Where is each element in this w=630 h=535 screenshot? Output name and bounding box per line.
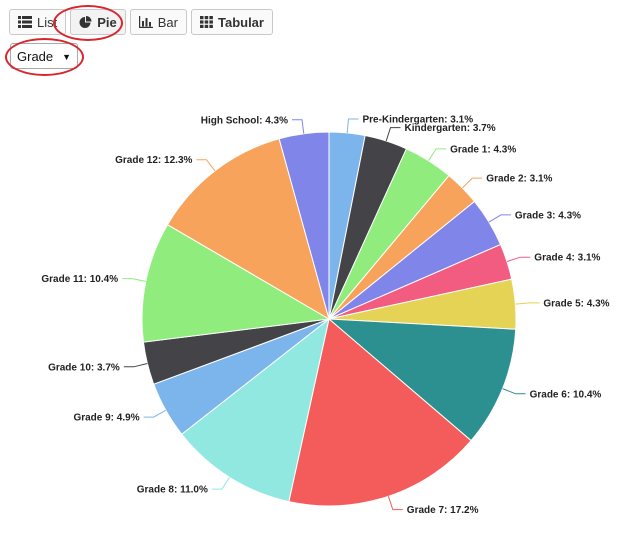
group-by-value: Grade	[17, 48, 54, 64]
tabular-view-label: Tabular	[217, 14, 264, 30]
connector-kindergarten	[385, 127, 401, 142]
connector-grade-3	[488, 214, 511, 223]
data-label-grade-10: Grade 10: 3.7%	[48, 362, 120, 373]
data-label-grade-3: Grade 3: 4.3%	[515, 210, 581, 221]
connector-grade-5	[515, 302, 540, 305]
bar-chart-icon	[138, 16, 153, 28]
data-label-pre-kindergarten: Pre-Kindergarten: 3.1%	[363, 115, 474, 126]
data-label-grade-12: Grade 12: 12.3%	[115, 155, 192, 166]
bar-view-label: Bar	[157, 14, 178, 30]
chevron-down-icon: ▼	[62, 52, 71, 62]
connector-grade-2	[462, 177, 483, 189]
connector-grade-8	[211, 477, 230, 490]
connector-grade-7	[387, 496, 403, 511]
list-view-button[interactable]: List	[9, 9, 67, 35]
connector-grade-6	[502, 388, 526, 395]
pie-slice-high-school[interactable]	[278, 131, 330, 320]
connector-grade-11	[122, 278, 146, 282]
pie-view-button[interactable]: Pie	[70, 9, 126, 35]
data-label-grade-7: Grade 7: 17.2%	[407, 505, 479, 516]
table-grid-icon	[199, 16, 213, 28]
data-label-grade-5: Grade 5: 4.3%	[543, 298, 609, 309]
data-label-grade-2: Grade 2: 3.1%	[486, 174, 552, 185]
pie-chart-icon	[79, 15, 92, 28]
connector-grade-4	[506, 256, 531, 262]
tabular-view-button[interactable]: Tabular	[190, 9, 273, 35]
connector-grade-1	[428, 148, 447, 161]
connector-grade-9	[143, 409, 167, 418]
data-label-grade-6: Grade 6: 10.4%	[530, 389, 602, 400]
data-label-grade-9: Grade 9: 4.9%	[73, 413, 139, 424]
pie-slice-grade-6[interactable]	[327, 318, 517, 442]
connector-grade-10	[123, 363, 148, 368]
pie-slice-grade-12[interactable]	[166, 138, 330, 321]
data-label-grade-8: Grade 8: 11.0%	[137, 485, 208, 496]
pie-view-label: Pie	[97, 14, 117, 30]
pie-slice-grade-11[interactable]	[141, 223, 331, 343]
connector-high-school	[292, 119, 305, 134]
data-label-high-school: High School: 4.3%	[201, 115, 288, 126]
list-icon	[18, 16, 32, 28]
list-view-label: List	[37, 14, 58, 30]
pie-slice-grade-8[interactable]	[181, 317, 330, 503]
view-toolbar: List Pie Bar Tabular	[9, 9, 273, 35]
data-label-kindergarten: Kindergarten: 3.7%	[405, 123, 496, 134]
data-label-grade-11: Grade 11: 10.4%	[41, 274, 118, 285]
group-by-select[interactable]: Grade ▼	[10, 43, 78, 69]
connector-pre-kindergarten	[346, 118, 359, 133]
bar-view-button[interactable]: Bar	[129, 9, 187, 35]
data-label-grade-1: Grade 1: 4.3%	[450, 144, 516, 155]
data-label-grade-4: Grade 4: 3.1%	[534, 253, 600, 264]
connector-grade-12	[196, 159, 216, 172]
